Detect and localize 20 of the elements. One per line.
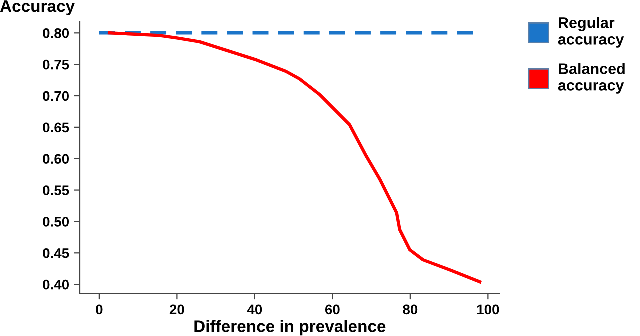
- x-axis-title: Difference in prevalence: [194, 320, 386, 336]
- y-tick-label: 0.75: [43, 60, 70, 70]
- y-tick-label: 0.50: [43, 217, 70, 227]
- legend-label: Balanced accuracy: [558, 63, 625, 94]
- y-tick-label: 0.60: [43, 154, 70, 164]
- y-tick-label: 0.65: [43, 122, 70, 133]
- y-tick-label: 0.55: [43, 186, 70, 196]
- y-tick-label: 0.40: [43, 280, 70, 290]
- y-axis-title: Accuracy: [0, 0, 75, 16]
- x-tick-label: 60: [325, 304, 340, 315]
- x-tick-label: 40: [247, 304, 262, 315]
- y-tick-label: 0.80: [43, 28, 70, 38]
- x-tick-label: 80: [403, 304, 418, 315]
- y-tick-label: 0.45: [43, 248, 70, 258]
- line-series: [108, 32, 482, 284]
- legend-label: Regular accuracy: [558, 17, 624, 48]
- y-tick-label: 0.70: [43, 91, 70, 102]
- x-tick-label: 100: [477, 304, 500, 315]
- x-tick-label: 0: [96, 304, 103, 315]
- x-tick-label: 20: [170, 304, 184, 315]
